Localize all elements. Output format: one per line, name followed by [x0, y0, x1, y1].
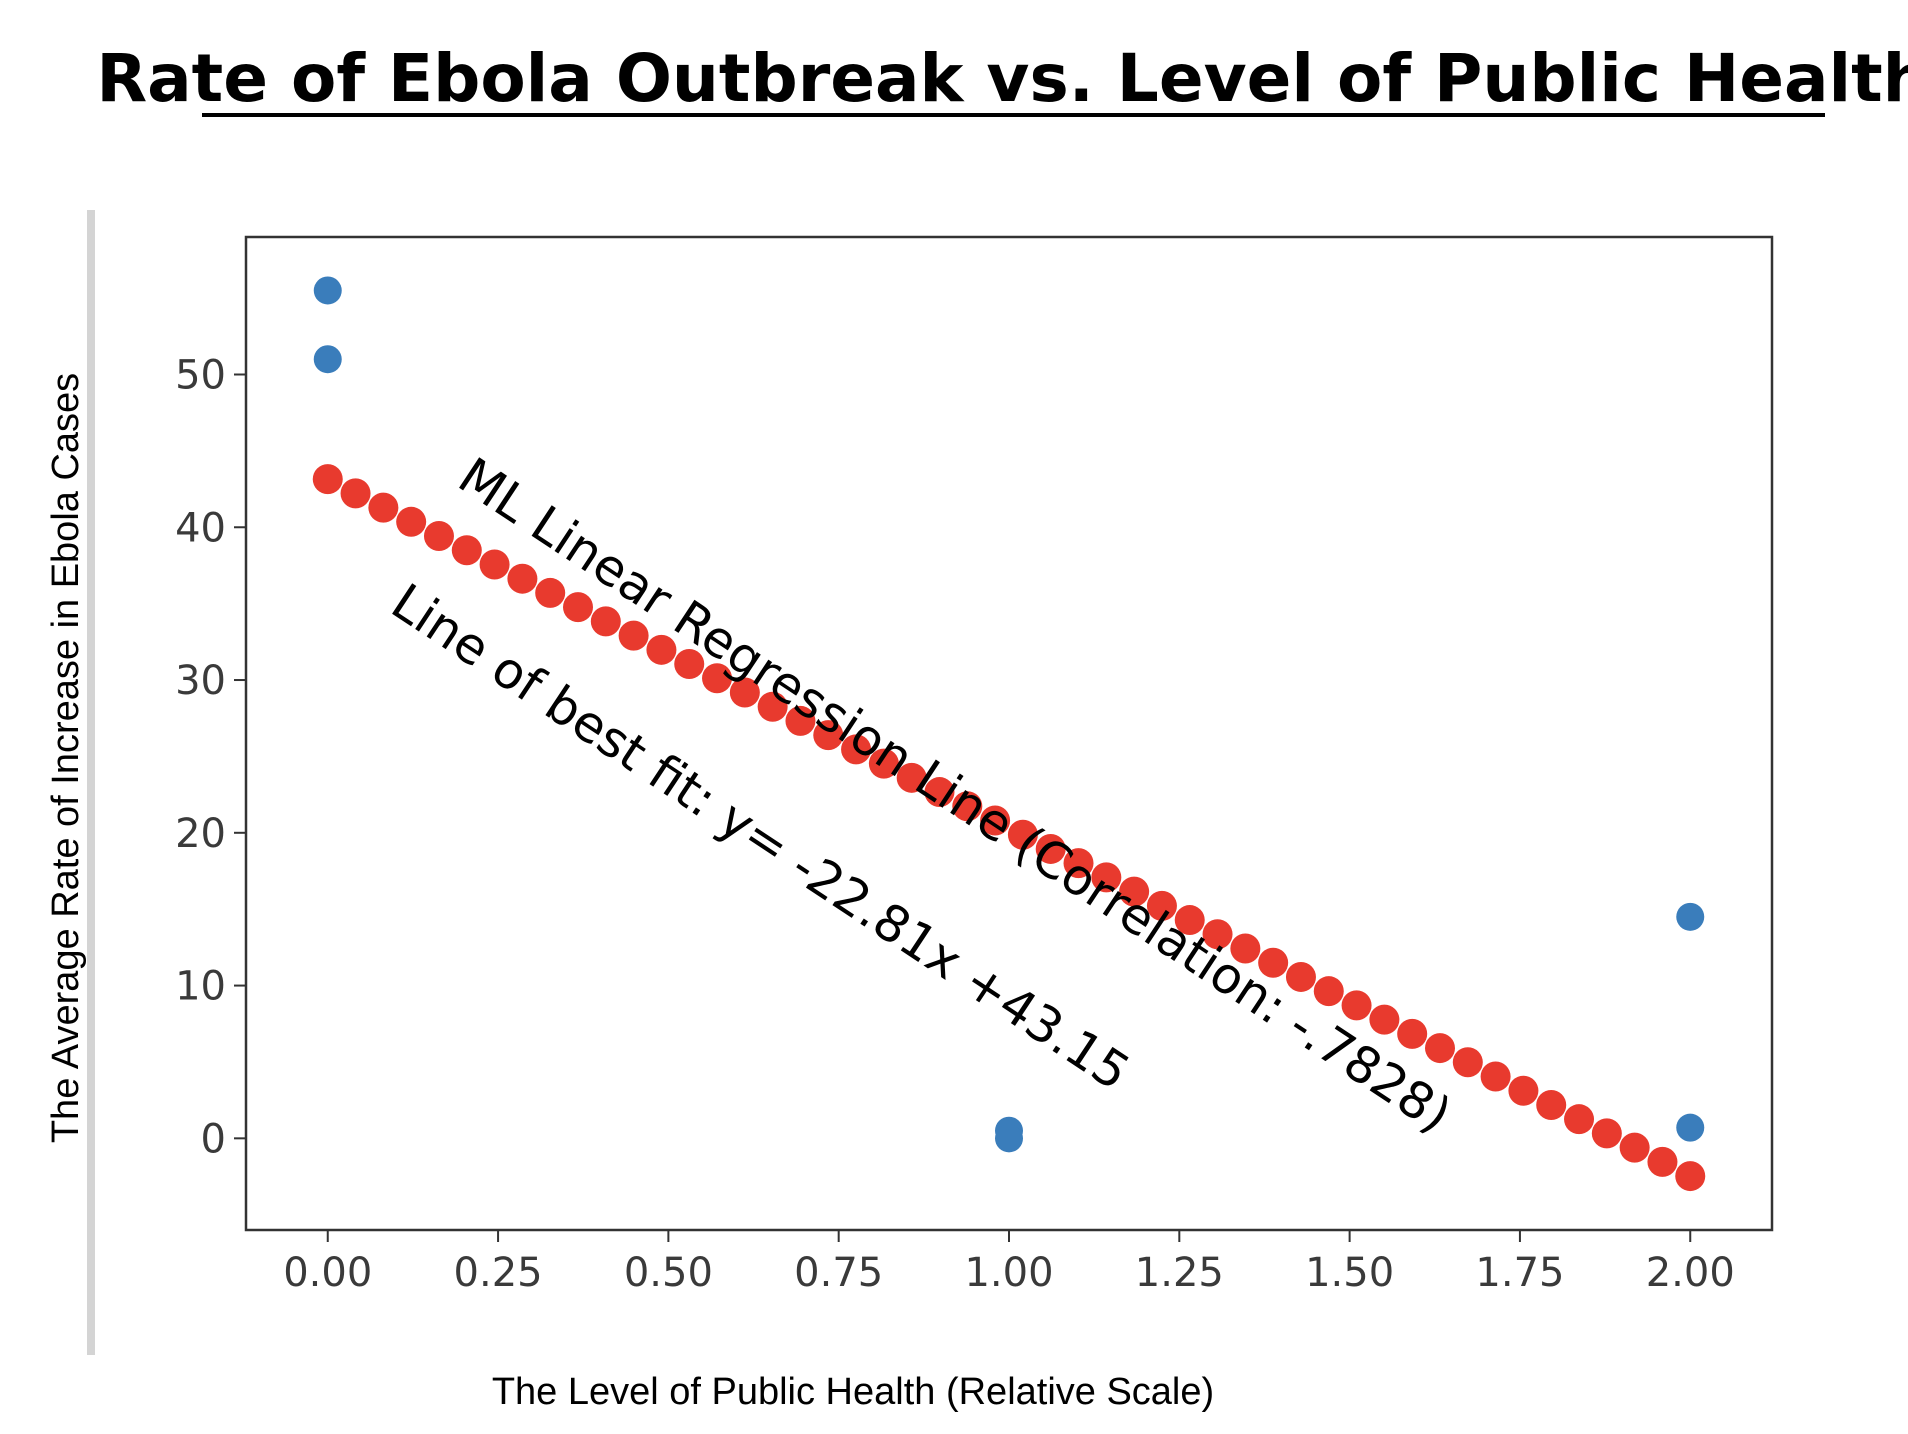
regression-marker [396, 506, 427, 537]
regression-marker [1230, 933, 1261, 964]
regression-marker [507, 563, 538, 594]
y-axis-label: The Average Rate of Increase in Ebola Ca… [45, 373, 87, 1143]
regression-marker [590, 606, 621, 637]
regression-marker [674, 649, 705, 680]
regression-marker [980, 805, 1011, 836]
regression-marker [618, 620, 649, 651]
regression-marker [1675, 1161, 1706, 1192]
regression-marker [1035, 833, 1066, 864]
regression-marker [841, 734, 872, 765]
y-tick-label: 10 [175, 964, 226, 1010]
x-tick-label: 2.00 [1646, 1250, 1735, 1296]
regression-marker [702, 663, 733, 694]
x-tick-label: 1.50 [1305, 1250, 1394, 1296]
chart-title: Rate of Ebola Outbreak vs. Level of Publ… [96, 40, 1908, 117]
regression-marker [423, 521, 454, 552]
regression-marker [868, 748, 899, 779]
regression-marker [451, 535, 482, 566]
regression-marker [1091, 862, 1122, 893]
plot-area [244, 235, 1774, 1232]
data-point [313, 345, 342, 374]
data-point [1676, 902, 1705, 931]
regression-marker [1258, 947, 1289, 978]
x-tick-label: 0.00 [283, 1250, 372, 1296]
regression-marker [368, 492, 399, 523]
regression-marker [729, 677, 760, 708]
regression-marker [1397, 1018, 1428, 1049]
regression-marker [1536, 1089, 1567, 1120]
x-axis-label: The Level of Public Health (Relative Sca… [492, 1371, 1214, 1413]
x-tick-label: 0.25 [454, 1250, 543, 1296]
regression-marker [312, 464, 343, 495]
regression-marker [1119, 876, 1150, 907]
x-tick-label: 1.25 [1135, 1250, 1224, 1296]
regression-line [312, 464, 1706, 1192]
regression-marker [1174, 905, 1205, 936]
regression-marker [1146, 890, 1177, 921]
x-tick-label: 0.75 [794, 1250, 883, 1296]
y-tick-label: 50 [175, 352, 226, 398]
y-tick-label: 20 [175, 811, 226, 857]
data-point [1676, 1113, 1705, 1142]
x-axis: 0.00 0.25 0.50 0.75 1.00 1.25 1.50 1.75 2.00 [283, 1230, 1735, 1296]
y-axis: 0 10 20 30 40 50 [175, 352, 246, 1162]
regression-marker [952, 791, 983, 822]
regression-marker [1591, 1118, 1622, 1149]
regression-marker [757, 691, 788, 722]
regression-marker [340, 478, 371, 509]
y-tick-label: 30 [175, 658, 226, 704]
x-tick-label: 1.00 [964, 1250, 1053, 1296]
regression-marker [785, 705, 816, 736]
regression-marker [896, 762, 927, 793]
regression-marker [1424, 1033, 1455, 1064]
y-tick-label: 40 [175, 505, 226, 551]
regression-marker [1341, 990, 1372, 1021]
data-points [313, 276, 1705, 1153]
y-tick-label: 0 [201, 1116, 226, 1162]
regression-marker [479, 549, 510, 580]
data-point [995, 1124, 1023, 1153]
x-tick-label: 0.50 [624, 1250, 713, 1296]
x-tick-label: 1.75 [1475, 1250, 1564, 1296]
regression-marker [1452, 1047, 1483, 1078]
regression-marker [1508, 1075, 1539, 1106]
regression-marker [646, 634, 677, 665]
regression-marker [1063, 848, 1094, 879]
regression-marker [535, 577, 566, 608]
regression-marker [1619, 1132, 1650, 1163]
regression-marker [1202, 919, 1233, 950]
regression-marker [1647, 1146, 1678, 1177]
regression-marker [1369, 1004, 1400, 1035]
correlation-annotation: ML Linear Regression Line (Correlation: … [448, 447, 1461, 1145]
regression-marker [1285, 961, 1316, 992]
regression-marker [1564, 1104, 1595, 1135]
data-point [313, 276, 342, 305]
regression-marker [813, 720, 844, 751]
regression-marker [1007, 819, 1038, 850]
regression-marker [1313, 976, 1344, 1007]
regression-marker [1480, 1061, 1511, 1092]
regression-marker [563, 592, 594, 623]
regression-marker [924, 777, 955, 808]
